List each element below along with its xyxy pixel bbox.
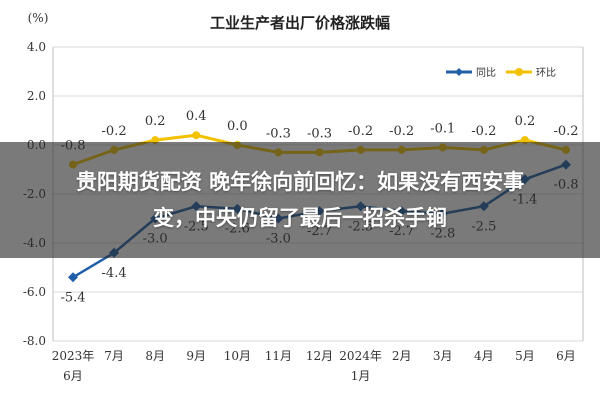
x-tick-label: 7月 — [104, 349, 124, 363]
x-tick-label: 8月 — [145, 349, 165, 363]
x-tick-label: 1月 — [351, 369, 371, 383]
y-tick-label: -8.0 — [23, 334, 46, 348]
data-label-mom: 0.0 — [227, 119, 248, 134]
data-point-mom — [192, 131, 201, 140]
x-tick-label: 2月 — [392, 349, 412, 363]
data-label-mom: -0.2 — [389, 124, 414, 139]
data-label-mom: 0.4 — [186, 109, 207, 124]
data-label-mom: 0.2 — [515, 114, 536, 129]
x-tick-label: 2023年 — [52, 349, 95, 363]
legend-marker-1 — [455, 68, 463, 76]
data-label-mom: -0.2 — [348, 124, 373, 139]
y-tick-label: 4.0 — [27, 40, 46, 54]
data-label-mom: -0.1 — [430, 121, 455, 136]
legend-label-2: 环比 — [536, 67, 556, 79]
x-tick-label: 6月 — [63, 369, 83, 383]
x-tick-label: 9月 — [186, 349, 206, 363]
x-tick-label: 11月 — [265, 349, 292, 363]
x-tick-label: 5月 — [515, 349, 535, 363]
chart-title: 工业生产者出厂价格涨跌幅 — [210, 14, 390, 32]
data-label-mom: -0.2 — [553, 124, 578, 139]
x-tick-label: 4月 — [474, 349, 494, 363]
data-point-yoy — [68, 272, 78, 283]
data-label-mom: -0.2 — [471, 124, 496, 139]
data-label-mom: -0.2 — [102, 124, 127, 139]
x-tick-label: 3月 — [433, 349, 453, 363]
x-tick-label: 6月 — [556, 349, 576, 363]
headline-banner[interactable]: 贵阳期货配资 晚年徐向前回忆：如果没有西安事 变，中央仍留了最后一招杀手锏 — [0, 142, 600, 258]
y-unit-label: (%) — [28, 11, 49, 25]
y-tick-label: 2.0 — [27, 89, 46, 103]
data-label-mom: 0.2 — [145, 114, 166, 129]
data-label-mom: -0.3 — [307, 126, 332, 141]
y-tick-label: -6.0 — [23, 285, 46, 299]
x-tick-label: 2024年 — [339, 349, 382, 363]
headline-line-2: 变，中央仍留了最后一招杀手锏 — [153, 206, 447, 230]
x-tick-label: 12月 — [306, 349, 333, 363]
data-label-yoy: -4.4 — [102, 266, 127, 281]
x-tick-label: 10月 — [224, 349, 251, 363]
headline-line-1: 贵阳期货配资 晚年徐向前回忆：如果没有西安事 — [75, 170, 525, 194]
legend-label-1: 同比 — [476, 67, 496, 79]
legend-marker-2 — [515, 68, 523, 76]
data-label-mom: -0.3 — [266, 126, 291, 141]
data-label-yoy: -5.4 — [60, 290, 85, 305]
